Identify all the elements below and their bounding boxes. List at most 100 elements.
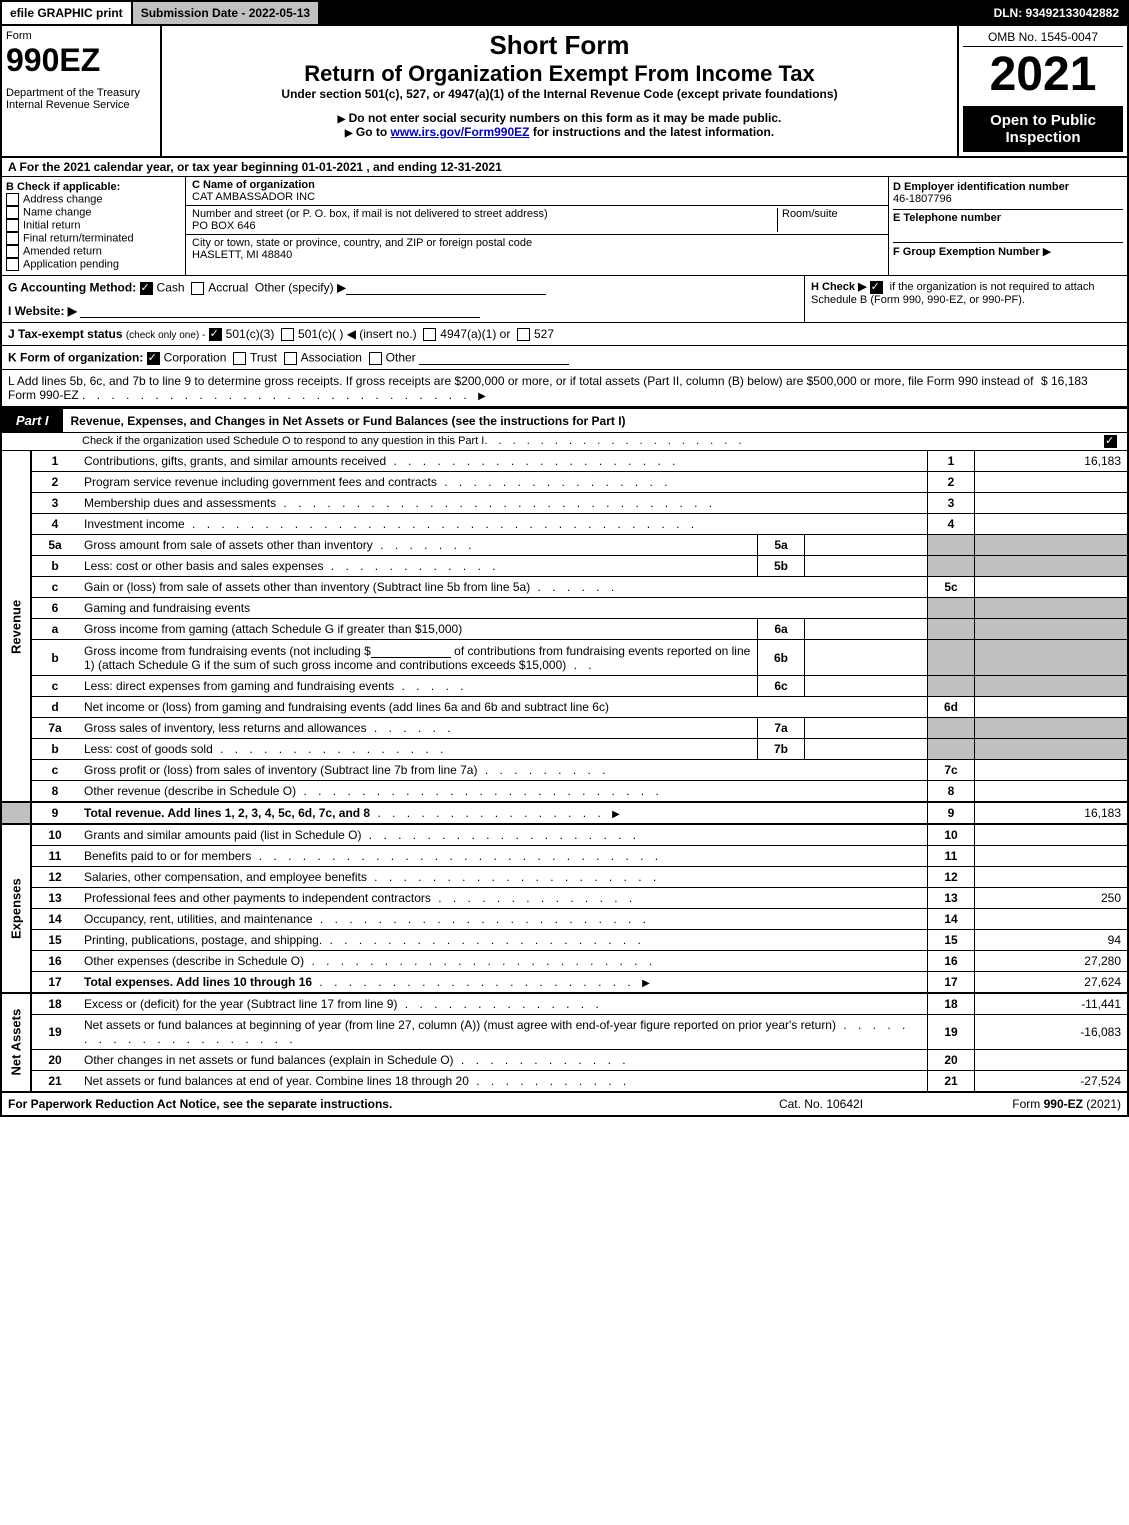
submission-date: Submission Date - 2022-05-13 xyxy=(133,2,318,24)
sidebar-netassets: Net Assets xyxy=(1,993,31,1092)
row-g: G Accounting Method: Cash Accrual Other … xyxy=(2,276,804,322)
i-label: I Website: ▶ xyxy=(8,304,77,318)
e-tel-val xyxy=(893,224,1123,238)
c-name-label: C Name of organization xyxy=(192,179,315,191)
row-k: K Form of organization: Corporation Trus… xyxy=(0,346,1129,370)
k-corp-check[interactable] xyxy=(147,352,160,365)
top-bar: efile GRAPHIC print Submission Date - 20… xyxy=(0,0,1129,26)
efile-label: efile GRAPHIC print xyxy=(2,2,131,24)
part-i-tab: Part I xyxy=(2,409,63,432)
dln-label: DLN: 93492133042882 xyxy=(986,2,1127,24)
subtitle: Under section 501(c), 527, or 4947(a)(1)… xyxy=(166,87,953,101)
b-opt-pending[interactable]: Application pending xyxy=(6,258,181,271)
row-l: L Add lines 5b, 6c, and 7b to line 9 to … xyxy=(0,370,1129,407)
line-14: 14 Occupancy, rent, utilities, and maint… xyxy=(1,909,1128,930)
k-other-check[interactable] xyxy=(369,352,382,365)
k-other-line[interactable] xyxy=(419,350,569,365)
j-sub: (check only one) - xyxy=(126,330,205,341)
note-ssn: ▶ Do not enter social security numbers o… xyxy=(166,111,953,125)
b-opt-initial[interactable]: Initial return xyxy=(6,219,181,232)
l-val: $ 16,183 xyxy=(1041,374,1121,402)
line-18: Net Assets 18 Excess or (deficit) for th… xyxy=(1,993,1128,1015)
title-short-form: Short Form xyxy=(166,30,953,61)
k-assoc-check[interactable] xyxy=(284,352,297,365)
d-ein: 46-1807796 xyxy=(893,193,1123,205)
j-501c: 501(c)( ) ◀ (insert no.) xyxy=(298,327,417,341)
g-cash-check[interactable] xyxy=(140,282,153,295)
l-dots: . . . . . . . . . . . . . . . . . . . . … xyxy=(82,388,478,402)
b-opt-amended[interactable]: Amended return xyxy=(6,245,181,258)
line-6a: a Gross income from gaming (attach Sched… xyxy=(1,619,1128,640)
form-label: Form xyxy=(6,30,156,42)
open-to-public: Open to Public Inspection xyxy=(963,106,1123,152)
note-ssn-text: Do not enter social security numbers on … xyxy=(349,111,782,125)
j-4947-check[interactable] xyxy=(423,328,436,341)
line-3: 3 Membership dues and assessments . . . … xyxy=(1,493,1128,514)
c-street-label: Number and street (or P. O. box, if mail… xyxy=(192,208,548,220)
irs-link[interactable]: www.irs.gov/Form990EZ xyxy=(391,125,530,139)
f-group: F Group Exemption Number ▶ xyxy=(893,242,1123,258)
b-opt-final[interactable]: Final return/terminated xyxy=(6,232,181,245)
k-trust-check[interactable] xyxy=(233,352,246,365)
irs-label: Internal Revenue Service xyxy=(6,99,156,111)
g-accrual: Accrual xyxy=(208,281,248,295)
line-11: 11 Benefits paid to or for members . . .… xyxy=(1,846,1128,867)
line-15: 15 Printing, publications, postage, and … xyxy=(1,930,1128,951)
line-13: 13 Professional fees and other payments … xyxy=(1,888,1128,909)
k-trust: Trust xyxy=(250,351,277,365)
j-527: 527 xyxy=(534,327,554,341)
f-group-arrow: ▶ xyxy=(1043,246,1051,258)
header-right: OMB No. 1545-0047 2021 Open to Public In… xyxy=(957,26,1127,156)
dept-label: Department of the Treasury xyxy=(6,87,156,99)
j-501c3-check[interactable] xyxy=(209,328,222,341)
schedule-o-check-box[interactable] xyxy=(1104,435,1117,448)
footer: For Paperwork Reduction Act Notice, see … xyxy=(0,1092,1129,1117)
footer-left: For Paperwork Reduction Act Notice, see … xyxy=(8,1097,721,1111)
j-4947: 4947(a)(1) or xyxy=(440,327,510,341)
line-9: 9 Total revenue. Add lines 1, 2, 3, 4, 5… xyxy=(1,802,1128,824)
col-c: C Name of organization CAT AMBASSADOR IN… xyxy=(186,177,889,275)
line-7a: 7a Gross sales of inventory, less return… xyxy=(1,718,1128,739)
org-name: CAT AMBASSADOR INC xyxy=(192,191,315,203)
i-website-line[interactable] xyxy=(80,303,480,318)
g-accrual-check[interactable] xyxy=(191,282,204,295)
line-12: 12 Salaries, other compensation, and emp… xyxy=(1,867,1128,888)
footer-right: Form 990-EZ (2021) xyxy=(921,1097,1121,1111)
g-cash: Cash xyxy=(157,281,185,295)
b-opt-name[interactable]: Name change xyxy=(6,206,181,219)
c-room-label: Room/suite xyxy=(782,208,838,220)
j-501c-check[interactable] xyxy=(281,328,294,341)
line-6d: d Net income or (loss) from gaming and f… xyxy=(1,697,1128,718)
j-501c3: 501(c)(3) xyxy=(226,327,275,341)
g-other-line[interactable] xyxy=(346,280,546,295)
k-other: Other xyxy=(386,351,416,365)
line-5c: c Gain or (loss) from sale of assets oth… xyxy=(1,577,1128,598)
lines-table: Revenue 1 Contributions, gifts, grants, … xyxy=(0,451,1129,1092)
col-b: B Check if applicable: Address change Na… xyxy=(2,177,186,275)
row-gh: G Accounting Method: Cash Accrual Other … xyxy=(0,276,1129,323)
b-opt-address[interactable]: Address change xyxy=(6,193,181,206)
j-label: J Tax-exempt status xyxy=(8,327,123,341)
c-name-row: C Name of organization CAT AMBASSADOR IN… xyxy=(186,177,888,206)
f-group-label: F Group Exemption Number xyxy=(893,246,1040,258)
j-527-check[interactable] xyxy=(517,328,530,341)
line-6c: c Less: direct expenses from gaming and … xyxy=(1,676,1128,697)
line-16: 16 Other expenses (describe in Schedule … xyxy=(1,951,1128,972)
h-check[interactable] xyxy=(870,281,883,294)
c-street-row: Number and street (or P. O. box, if mail… xyxy=(186,206,888,235)
schedule-o-dots: . . . . . . . . . . . . . . . . . . . xyxy=(484,435,1098,448)
k-assoc: Association xyxy=(301,351,362,365)
part-i-header: Part I Revenue, Expenses, and Changes in… xyxy=(0,407,1129,433)
section-a: A For the 2021 calendar year, or tax yea… xyxy=(0,158,1129,177)
goto-pre: Go to xyxy=(356,125,391,139)
col-d: D Employer identification number 46-1807… xyxy=(889,177,1127,275)
row-j: J Tax-exempt status (check only one) - 5… xyxy=(0,323,1129,346)
line-6: 6 Gaming and fundraising events xyxy=(1,598,1128,619)
c-city-label: City or town, state or province, country… xyxy=(192,237,532,249)
e-tel-label: E Telephone number xyxy=(893,209,1123,224)
line-5b: b Less: cost or other basis and sales ex… xyxy=(1,556,1128,577)
line-6b: b Gross income from fundraising events (… xyxy=(1,640,1128,676)
part-i-title: Revenue, Expenses, and Changes in Net As… xyxy=(63,410,1127,432)
header-left: Form 990EZ Department of the Treasury In… xyxy=(2,26,162,156)
tax-year: 2021 xyxy=(963,47,1123,102)
